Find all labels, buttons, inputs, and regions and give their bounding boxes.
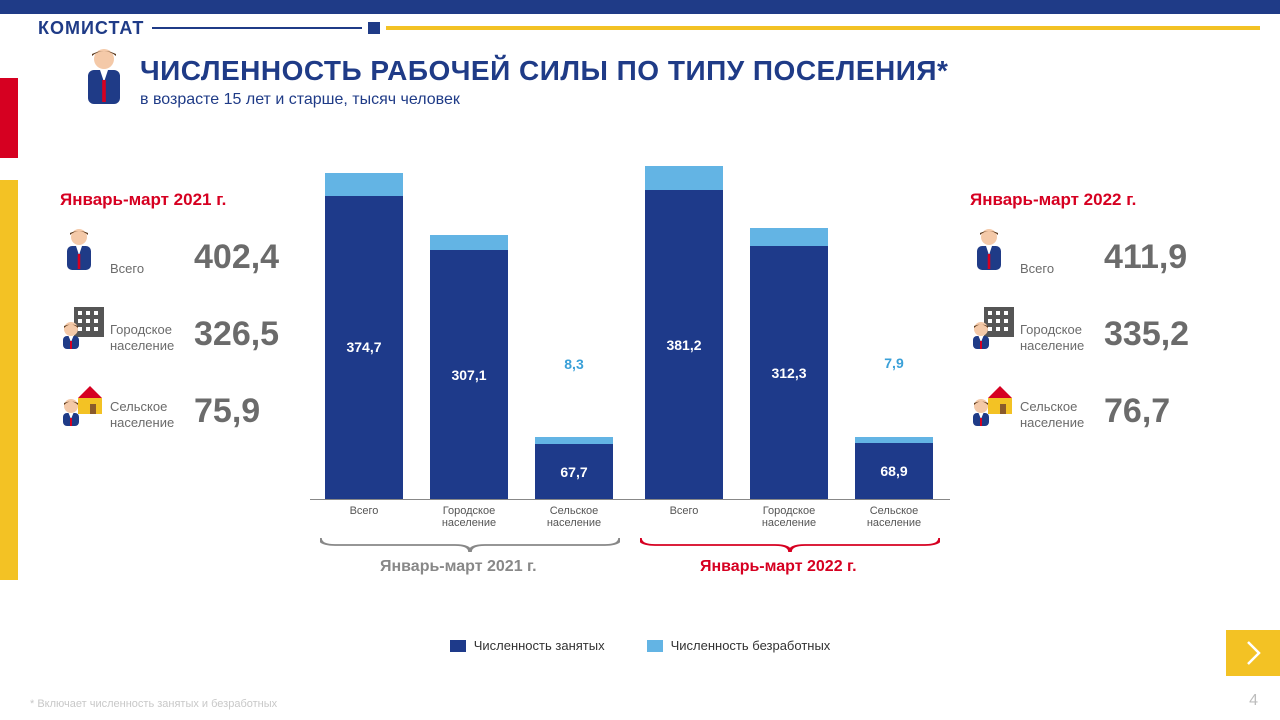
bar-group: 381,230,7Всего bbox=[645, 166, 723, 499]
bar-segment-employed: 374,7 bbox=[325, 196, 403, 499]
bar-segment-employed: 68,9 bbox=[855, 443, 933, 499]
bar-category-label: Городское население bbox=[424, 505, 514, 529]
value-total-2022: 411,9 bbox=[1104, 238, 1187, 277]
page-title: ЧИСЛЕННОСТЬ РАБОЧЕЙ СИЛЫ ПО ТИПУ ПОСЕЛЕН… bbox=[140, 55, 948, 87]
bar-value-unemployed: 7,9 bbox=[855, 355, 933, 371]
person-icon bbox=[970, 228, 1020, 277]
bar-category-label: Всего bbox=[319, 505, 409, 517]
page-subtitle: в возрасте 15 лет и старше, тысяч челове… bbox=[140, 91, 948, 109]
stat-row-rural-2022: Сельское население 76,7 bbox=[970, 382, 1230, 431]
bar-value-employed: 312,3 bbox=[771, 365, 806, 381]
bar-category-label: Городское население bbox=[744, 505, 834, 529]
side-accent-gold bbox=[0, 180, 18, 580]
label-total: Всего bbox=[1020, 261, 1090, 277]
brace-2021 bbox=[320, 538, 620, 552]
stacked-bar-chart: 374,727,7Всего 307,119,4Городское населен… bbox=[310, 160, 950, 525]
rural-icon bbox=[60, 382, 110, 431]
panel-2022: Январь-март 2022 г. Всего 411,9 Городско… bbox=[970, 190, 1230, 459]
person-large-icon bbox=[78, 48, 130, 117]
brace-2022 bbox=[640, 538, 940, 552]
stat-row-rural-2021: Сельское население 75,9 bbox=[60, 382, 280, 431]
bar-category-label: Всего bbox=[639, 505, 729, 517]
stat-row-urban-2022: Городское население 335,2 bbox=[970, 305, 1230, 354]
bar-value-employed: 307,1 bbox=[451, 367, 486, 383]
panel-2021-title: Январь-март 2021 г. bbox=[60, 190, 280, 210]
bar-category-label: Сельское население bbox=[849, 505, 939, 529]
rural-icon bbox=[970, 382, 1020, 431]
legend-label-unemployed: Численность безработных bbox=[671, 638, 831, 653]
stat-row-total-2021: Всего 402,4 bbox=[60, 228, 280, 277]
label-urban: Городское население bbox=[110, 322, 180, 355]
bar-segment-employed: 312,3 bbox=[750, 246, 828, 499]
page-number: 4 bbox=[1249, 692, 1258, 710]
bar-segment-unemployed bbox=[325, 173, 403, 195]
bar-value-unemployed: 8,3 bbox=[535, 356, 613, 372]
label-rural: Сельское население bbox=[1020, 399, 1090, 432]
value-rural-2022: 76,7 bbox=[1104, 392, 1170, 431]
label-total: Всего bbox=[110, 261, 180, 277]
value-rural-2021: 75,9 bbox=[194, 392, 260, 431]
bar-value-employed: 67,7 bbox=[560, 464, 587, 480]
chart-period-2021: Январь-март 2021 г. bbox=[380, 558, 537, 576]
bar-group: 307,119,4Городское население bbox=[430, 235, 508, 499]
bar-category-label: Сельское население bbox=[529, 505, 619, 529]
bar-group: 67,78,3Сельское население bbox=[535, 437, 613, 499]
bar-segment-employed: 307,1 bbox=[430, 250, 508, 499]
bar-segment-unemployed bbox=[535, 437, 613, 444]
header-line-gold bbox=[386, 26, 1260, 30]
stat-row-urban-2021: Городское население 326,5 bbox=[60, 305, 280, 354]
person-icon bbox=[60, 228, 110, 277]
bar-group: 374,727,7Всего bbox=[325, 173, 403, 499]
bar-segment-employed: 381,2 bbox=[645, 190, 723, 499]
value-urban-2022: 335,2 bbox=[1104, 315, 1189, 354]
stat-row-total-2022: Всего 411,9 bbox=[970, 228, 1230, 277]
side-accent-red bbox=[0, 78, 18, 158]
bar-segment-employed: 67,7 bbox=[535, 444, 613, 499]
bar-group: 312,322,9Городское население bbox=[750, 228, 828, 499]
next-button[interactable] bbox=[1226, 630, 1280, 676]
legend-swatch-dark bbox=[450, 640, 466, 652]
bar-segment-unemployed bbox=[645, 166, 723, 191]
panel-2021: Январь-март 2021 г. Всего 402,4 Городско… bbox=[60, 190, 280, 459]
bar-value-employed: 68,9 bbox=[880, 463, 907, 479]
value-urban-2021: 326,5 bbox=[194, 315, 279, 354]
urban-icon bbox=[60, 305, 110, 354]
label-urban: Городское население bbox=[1020, 322, 1090, 355]
legend-item-unemployed: Численность безработных bbox=[647, 638, 831, 653]
brand-text: КОМИСТАТ bbox=[38, 18, 144, 39]
header-row: КОМИСТАТ bbox=[38, 20, 1260, 36]
label-rural: Сельское население bbox=[110, 399, 180, 432]
urban-icon bbox=[970, 305, 1020, 354]
title-block: ЧИСЛЕННОСТЬ РАБОЧЕЙ СИЛЫ ПО ТИПУ ПОСЕЛЕН… bbox=[140, 55, 948, 109]
legend: Численность занятых Численность безработ… bbox=[0, 638, 1280, 653]
bar-value-employed: 374,7 bbox=[346, 339, 381, 355]
bar-group: 68,97,9Сельское население bbox=[855, 437, 933, 499]
footnote: * Включает численность занятых и безрабо… bbox=[30, 698, 277, 710]
legend-label-employed: Численность занятых bbox=[474, 638, 605, 653]
chart-plot-area: 374,727,7Всего 307,119,4Городское населен… bbox=[310, 160, 950, 500]
chevron-right-icon bbox=[1242, 640, 1264, 666]
header-square bbox=[368, 22, 380, 34]
bar-segment-unemployed bbox=[430, 235, 508, 251]
panel-2022-title: Январь-март 2022 г. bbox=[970, 190, 1230, 210]
legend-item-employed: Численность занятых bbox=[450, 638, 605, 653]
legend-swatch-light bbox=[647, 640, 663, 652]
bar-segment-unemployed bbox=[750, 228, 828, 247]
header-line-blue bbox=[152, 27, 362, 29]
chart-period-2022: Январь-март 2022 г. bbox=[700, 558, 857, 576]
value-total-2021: 402,4 bbox=[194, 238, 279, 277]
top-bar bbox=[0, 0, 1280, 14]
bar-value-employed: 381,2 bbox=[666, 337, 701, 353]
